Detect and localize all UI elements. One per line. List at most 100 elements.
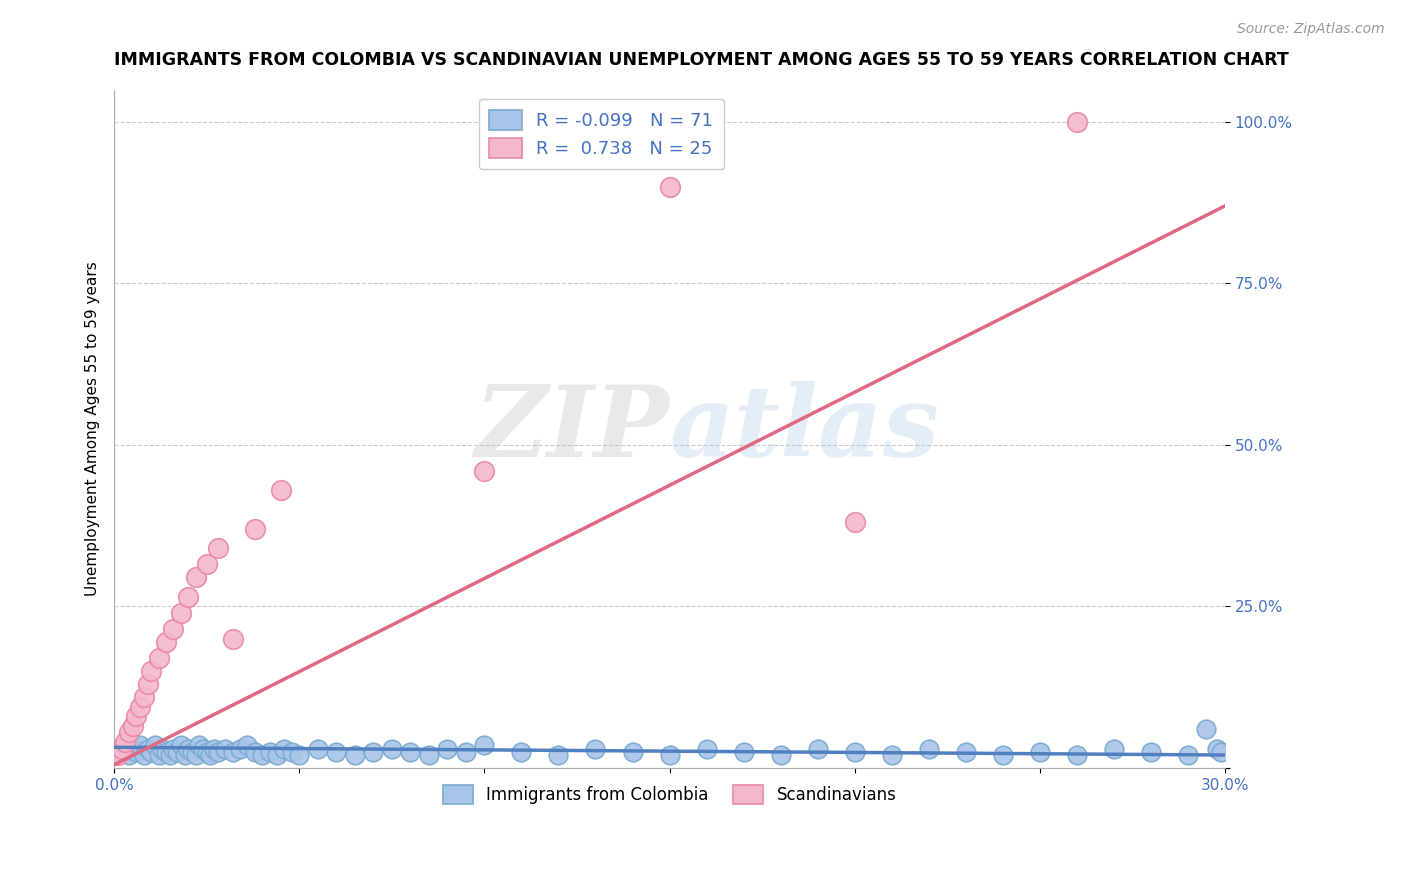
Point (991, 747, 1014, 762)
Point (221, 632, 243, 646)
Point (121, 719, 143, 733)
Point (207, 541, 229, 556)
Point (110, 741, 132, 756)
Point (281, 745, 304, 759)
Point (658, 179, 681, 194)
Point (148, 747, 170, 762)
Point (273, 741, 295, 756)
Point (125, 745, 148, 759)
Point (118, 747, 141, 762)
Legend: Immigrants from Colombia, Scandinavians: Immigrants from Colombia, Scandinavians (433, 774, 907, 814)
Point (733, 745, 755, 759)
Point (769, 747, 792, 762)
Text: IMMIGRANTS FROM COLOMBIA VS SCANDINAVIAN UNEMPLOYMENT AMONG AGES 55 TO 59 YEARS : IMMIGRANTS FROM COLOMBIA VS SCANDINAVIAN… (114, 51, 1289, 69)
Point (1195, 722, 1218, 736)
Point (696, 741, 718, 756)
Point (252, 747, 274, 762)
Point (1177, 747, 1199, 762)
Point (918, 741, 941, 756)
Point (202, 741, 225, 756)
Point (143, 739, 166, 753)
Point (181, 745, 204, 759)
Point (110, 745, 132, 759)
Point (129, 739, 152, 753)
Point (1066, 115, 1088, 129)
Point (474, 464, 496, 478)
Point (166, 745, 188, 759)
Point (141, 664, 163, 678)
Point (159, 747, 181, 762)
Point (162, 622, 184, 636)
Point (343, 747, 366, 762)
Point (474, 739, 496, 753)
Point (114, 735, 136, 749)
Point (221, 745, 243, 759)
Point (1029, 745, 1052, 759)
Point (129, 699, 152, 714)
Text: ZIP: ZIP (474, 381, 669, 477)
Point (188, 739, 211, 753)
Point (170, 606, 193, 620)
Point (195, 558, 218, 572)
Point (107, 747, 129, 762)
Point (1206, 741, 1229, 756)
Point (114, 739, 136, 753)
Point (132, 747, 155, 762)
Point (1066, 747, 1088, 762)
Point (621, 745, 644, 759)
Point (125, 709, 148, 723)
Point (288, 747, 311, 762)
Point (236, 739, 259, 753)
Point (162, 741, 184, 756)
Point (381, 741, 404, 756)
Point (177, 741, 200, 756)
Point (844, 516, 866, 530)
Point (585, 741, 607, 756)
Point (259, 745, 281, 759)
Point (1211, 745, 1233, 759)
Point (363, 745, 385, 759)
Point (155, 745, 177, 759)
Point (136, 677, 159, 691)
Text: Source: ZipAtlas.com: Source: ZipAtlas.com (1237, 22, 1385, 37)
Point (307, 741, 329, 756)
Point (880, 747, 903, 762)
Point (955, 745, 977, 759)
Point (184, 747, 207, 762)
Point (243, 745, 266, 759)
Point (418, 747, 440, 762)
Point (399, 745, 422, 759)
Point (107, 741, 129, 756)
Point (148, 651, 170, 665)
Point (1102, 741, 1125, 756)
Point (121, 741, 143, 756)
Point (243, 522, 266, 536)
Point (658, 747, 681, 762)
Point (510, 745, 533, 759)
Point (136, 741, 159, 756)
Point (214, 741, 236, 756)
Point (184, 570, 207, 584)
Point (200, 747, 222, 762)
Point (150, 741, 173, 756)
Point (454, 745, 477, 759)
Point (436, 741, 458, 756)
Point (141, 745, 163, 759)
Point (207, 745, 229, 759)
Point (191, 741, 214, 756)
Point (270, 483, 292, 498)
Point (173, 747, 195, 762)
Point (195, 745, 218, 759)
Point (266, 747, 288, 762)
Point (132, 690, 155, 704)
Point (325, 745, 347, 759)
Point (170, 739, 193, 753)
Point (155, 635, 177, 649)
Point (118, 725, 141, 739)
Point (229, 741, 252, 756)
Point (844, 745, 866, 759)
Y-axis label: Unemployment Among Ages 55 to 59 years: Unemployment Among Ages 55 to 59 years (86, 261, 100, 596)
Point (1140, 745, 1163, 759)
Point (807, 741, 830, 756)
Text: atlas: atlas (669, 381, 939, 477)
